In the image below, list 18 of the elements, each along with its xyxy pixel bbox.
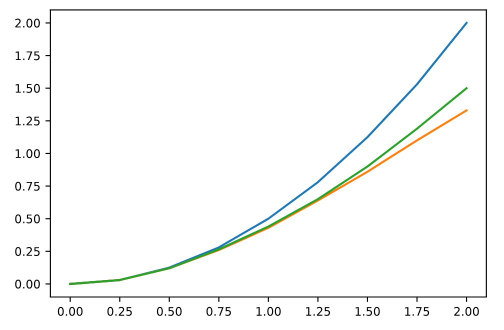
y-tick-label: 1.50 bbox=[16, 84, 40, 93]
y-tick-label: 2.00 bbox=[15, 18, 40, 28]
y-tick-label: 0.50 bbox=[15, 214, 40, 224]
x-tick-label: 1.75 bbox=[405, 307, 430, 316]
x-tick-label: 2.00 bbox=[454, 306, 479, 316]
x-tick-label: 0.75 bbox=[206, 306, 231, 316]
y-tick-label: 0.75 bbox=[15, 182, 40, 191]
y-tick-label: 1.75 bbox=[16, 51, 40, 60]
y-tick-label: 1.00 bbox=[16, 149, 40, 158]
x-tick-label: 1.50 bbox=[356, 306, 380, 316]
y-tick-label: 0.25 bbox=[15, 247, 40, 256]
y-tick-label: 0.00 bbox=[15, 280, 40, 289]
x-tick-label: 1.00 bbox=[256, 306, 281, 316]
x-tick-label: 1.25 bbox=[306, 306, 330, 316]
y-tick-label: 1.25 bbox=[16, 116, 40, 126]
x-tick-label: 0.00 bbox=[58, 306, 83, 316]
x-tick-label: 0.25 bbox=[107, 306, 132, 316]
x-tick-label: 0.50 bbox=[156, 306, 182, 316]
